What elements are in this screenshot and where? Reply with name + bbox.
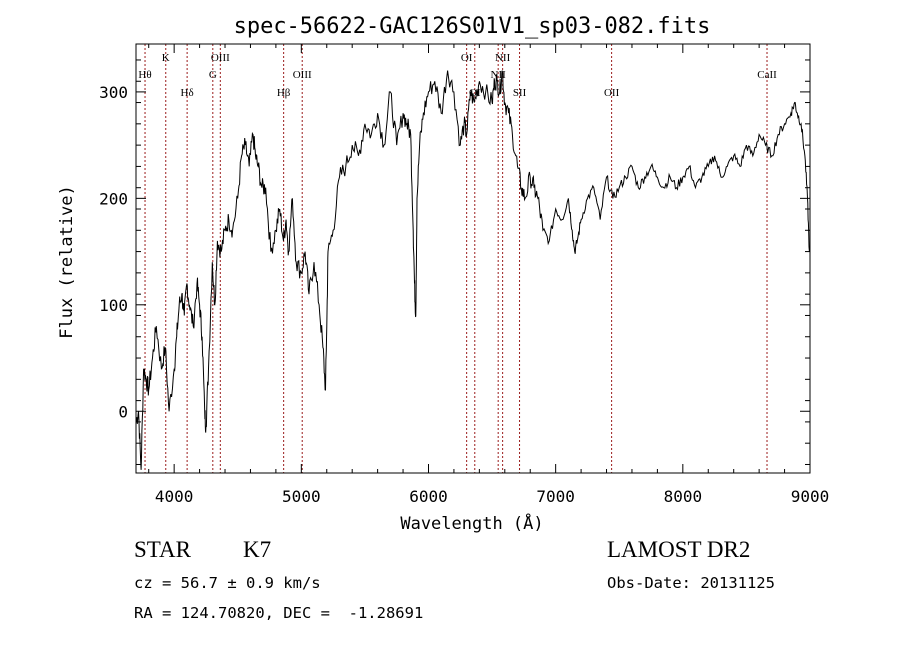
spectral-line-label-9: NII (491, 69, 507, 81)
chart-title: spec-56622-GAC126S01V1_sp03-082.fits (234, 14, 711, 39)
spectral-line-label-5: Hβ (277, 87, 291, 99)
spectral-line-label-8: OI (469, 87, 481, 99)
spectral-line-label-2: Hδ (181, 87, 194, 99)
x-tick-label-9000: 9000 (791, 487, 830, 506)
spectral-line-label-0: Hθ (138, 69, 151, 81)
y-tick-label-0: 0 (118, 402, 128, 421)
spectral-line-label-13: CaII (757, 69, 777, 81)
y-tick-label-300: 300 (99, 83, 128, 102)
x-tick-label-4000: 4000 (155, 487, 194, 506)
spectral-line-label-12: OII (604, 87, 620, 99)
spectral-line-label-10: NII (495, 52, 511, 64)
object-class: STAR (134, 537, 191, 562)
spectrum-line (135, 70, 810, 470)
spectral-line-label-7: OI (461, 52, 473, 64)
y-tick-label-200: 200 (99, 189, 128, 208)
axis-ticks: 4000 5000 6000 7000 8000 9000 0 100 200 300 (99, 44, 829, 506)
x-tick-label-5000: 5000 (282, 487, 321, 506)
x-tick-label-8000: 8000 (664, 487, 703, 506)
spectral-line-label-1: K (162, 52, 170, 64)
coordinates: RA = 124.70820, DEC = -1.28691 (134, 604, 424, 622)
spectral-line-label-6: OIII (293, 69, 312, 81)
y-tick-label-100: 100 (99, 296, 128, 315)
x-tick-label-6000: 6000 (409, 487, 448, 506)
survey-name: LAMOST DR2 (607, 537, 751, 562)
y-axis-label: Flux (relative) (57, 185, 77, 339)
x-axis-label: Wavelength (Å) (400, 512, 543, 534)
plot-frame (135, 43, 811, 474)
redshift-cz: cz = 56.7 ± 0.9 km/s (134, 574, 321, 592)
spectral-line-label-3: G (209, 69, 217, 81)
observation-date: Obs-Date: 20131125 (607, 574, 775, 592)
object-subclass: K7 (243, 537, 272, 562)
x-tick-label-7000: 7000 (536, 487, 575, 506)
spectral-line-label-4: OIII (211, 52, 230, 64)
spectral-line-label-11: SII (513, 87, 527, 99)
